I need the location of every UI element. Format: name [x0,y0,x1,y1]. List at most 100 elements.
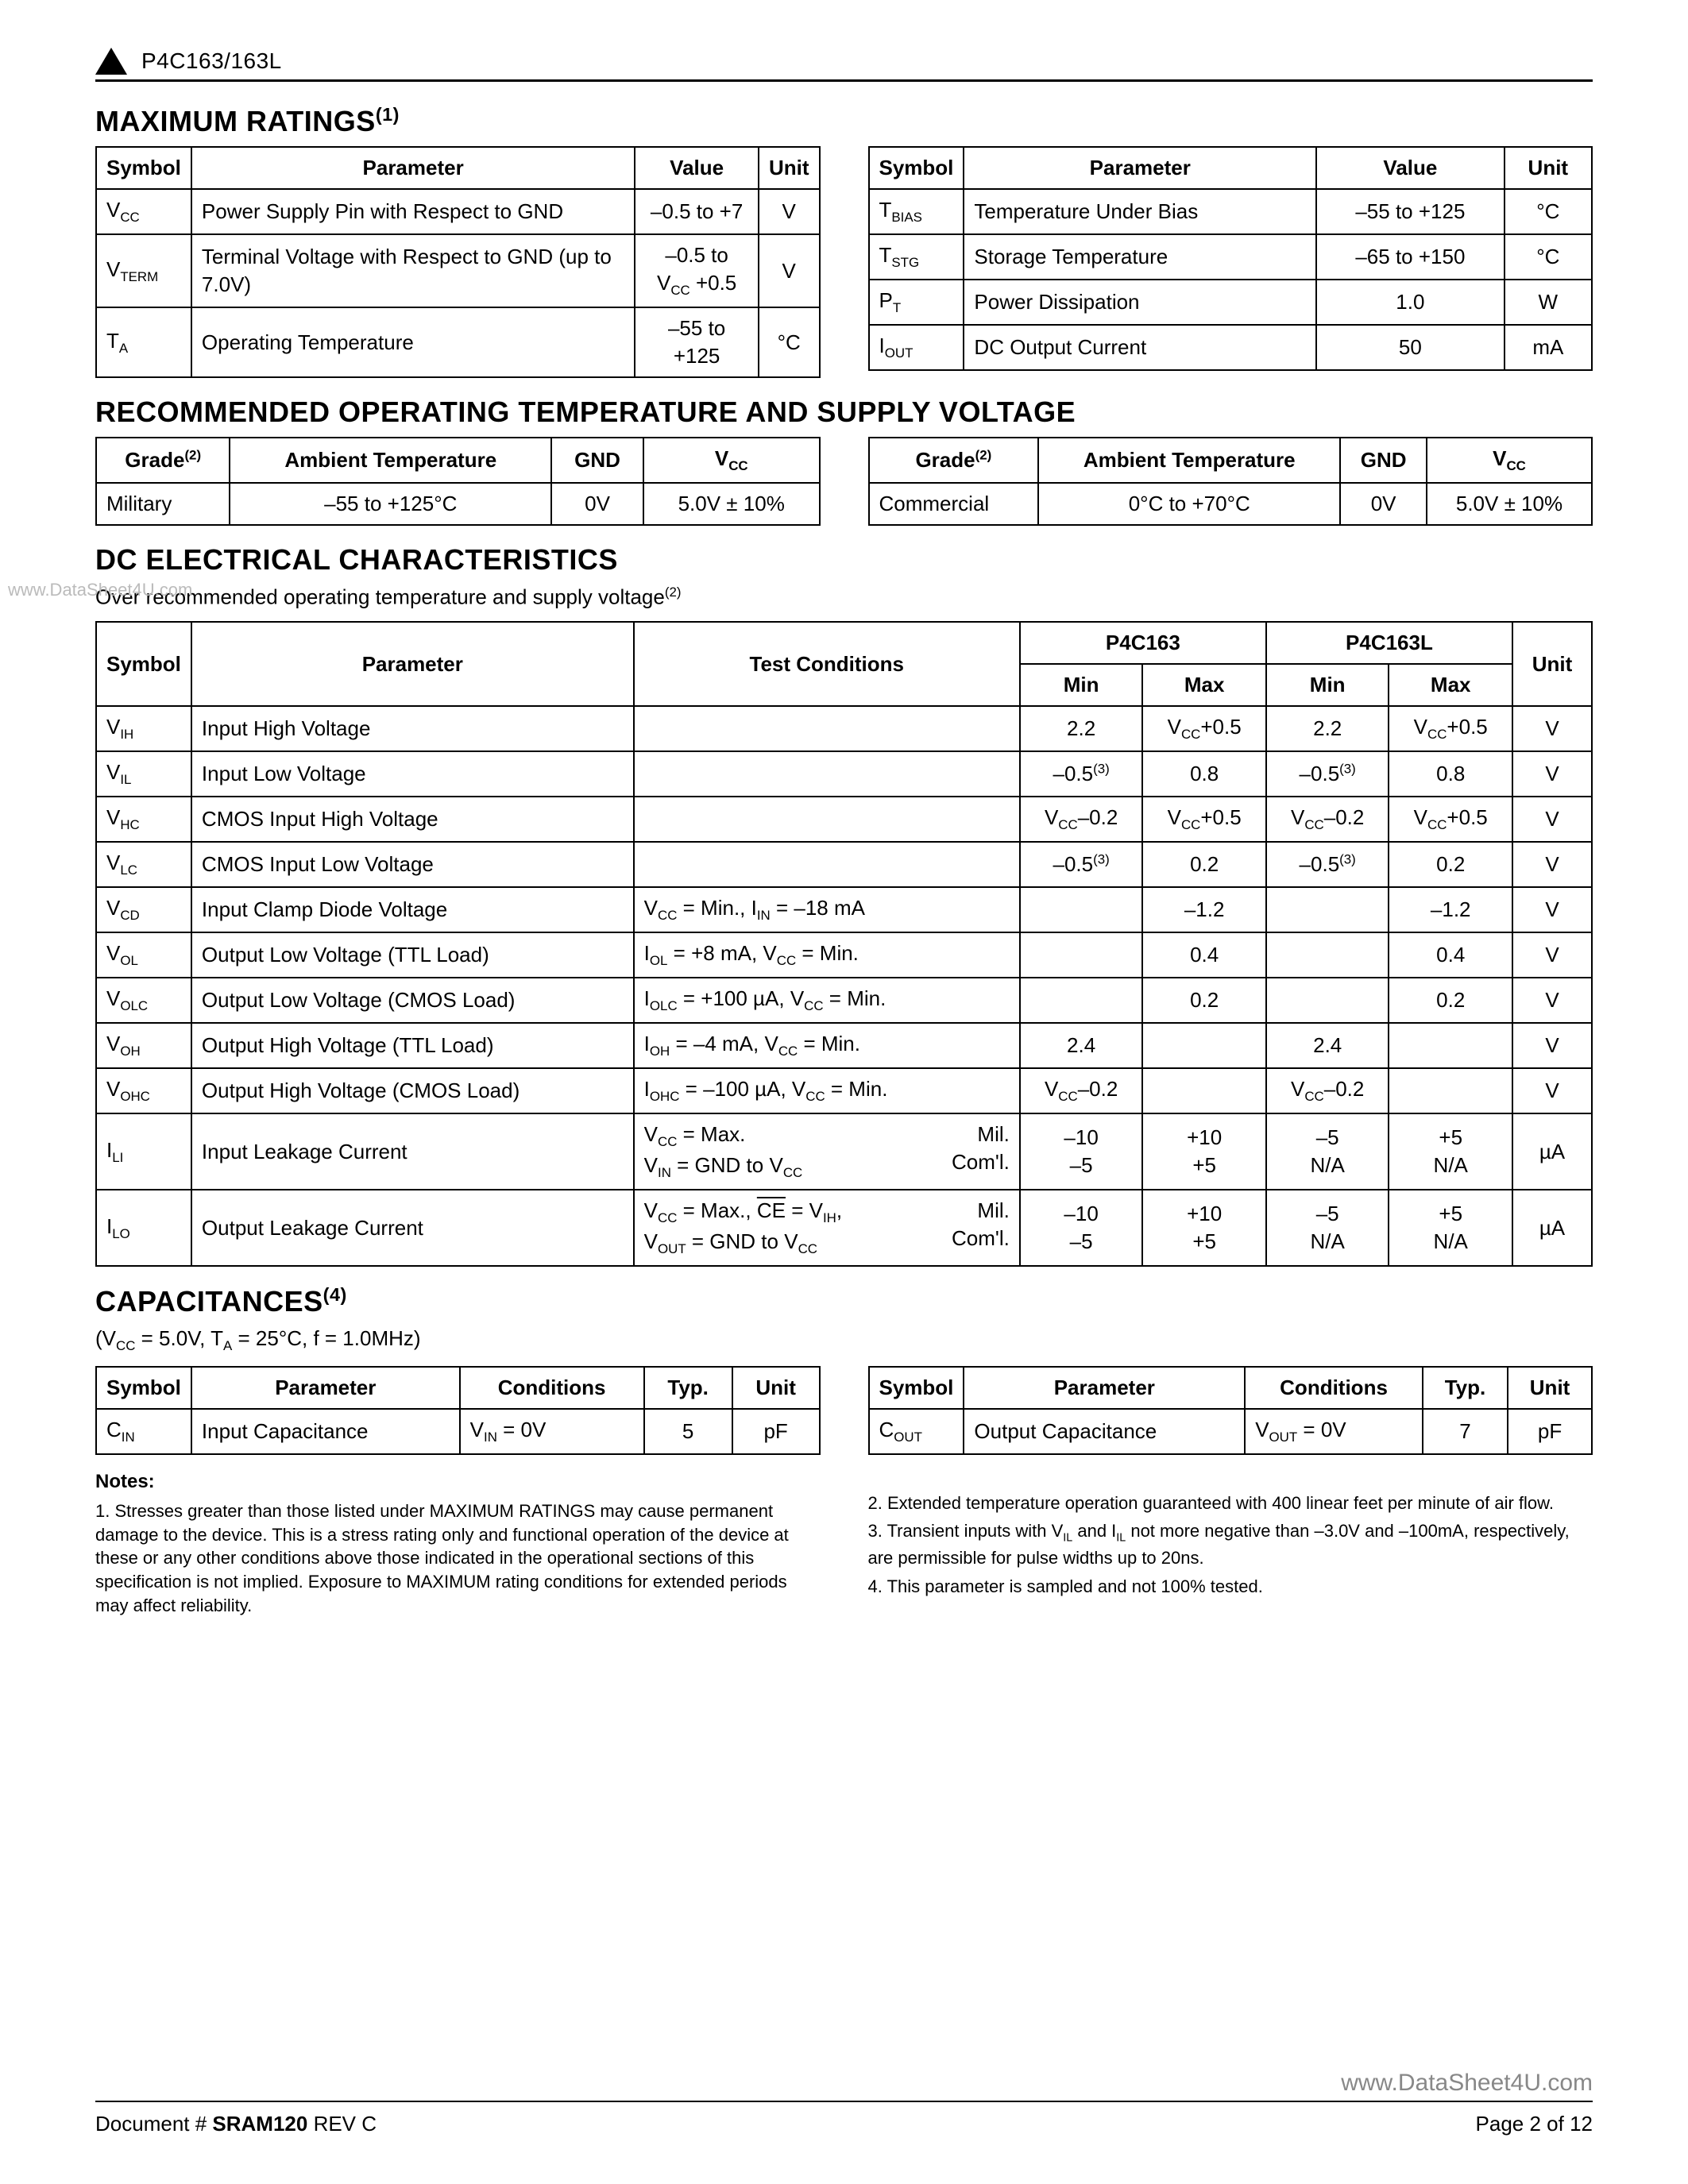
rec-operating-table-right: Grade(2) Ambient Temperature GND VCC Com… [868,437,1593,526]
th-value: Value [1316,147,1505,189]
cell-value: –55 to +125 [1316,189,1505,234]
th-symbol: Symbol [869,1367,964,1409]
table-row: ILO Output Leakage Current VCC = Max., C… [96,1190,1592,1266]
table-row: VOLCOutput Low Voltage (CMOS Load) IOLC … [96,978,1592,1023]
cell-param: DC Output Current [964,325,1316,370]
watermark-left: www.DataSheet4U.com [8,580,192,600]
cell-value: 50 [1316,325,1505,370]
cell-temp: –55 to +125°C [230,483,551,525]
logo-triangle-icon [95,48,127,75]
th-unit: Unit [1512,622,1592,706]
th-conditions: Conditions [1245,1367,1423,1409]
watermark-right: www.DataSheet4U.com [1341,2070,1593,2097]
th-grade: Grade(2) [869,438,1039,483]
cell-param: Operating Temperature [191,307,635,377]
th-symbol: Symbol [96,147,191,189]
table-row: COUT Output Capacitance VOUT = 0V 7 pF [869,1409,1593,1454]
table-row: VILInput Low Voltage –0.5(3)0.8 –0.5(3)0… [96,751,1592,797]
th-min: Min [1266,664,1389,706]
cell-param: Storage Temperature [964,234,1316,280]
table-row: VCC Power Supply Pin with Respect to GND… [96,189,820,234]
max-ratings-title: MAXIMUM RATINGS [95,105,376,137]
th-unit: Unit [732,1367,820,1409]
capacitances-table-right: Symbol Parameter Conditions Typ. Unit CO… [868,1366,1593,1455]
th-typ: Typ. [1423,1367,1508,1409]
table-row: TA Operating Temperature –55 to +125 °C [96,307,820,377]
cell-unit: V [759,189,820,234]
th-typ: Typ. [644,1367,732,1409]
cell-symbol: IOUT [869,325,964,370]
cell-symbol: TA [96,307,191,377]
th-conditions: Conditions [460,1367,644,1409]
note-2: 2. Extended temperature operation guaran… [868,1491,1593,1515]
th-gnd: GND [1340,438,1427,483]
cell-symbol: TSTG [869,234,964,280]
note-4: 4. This parameter is sampled and not 100… [868,1575,1593,1599]
th-ambient: Ambient Temperature [230,438,551,483]
page-number: Page 2 of 12 [1476,2112,1593,2136]
part-number: P4C163/163L [141,48,282,74]
notes-section: Notes: 1. Stresses greater than those li… [95,1469,1593,1618]
cell-value: –55 to +125 [635,307,759,377]
table-row: VOHOutput High Voltage (TTL Load) IOH = … [96,1023,1592,1068]
th-value: Value [635,147,759,189]
th-symbol: Symbol [96,622,191,706]
th-unit: Unit [1508,1367,1592,1409]
th-p4c163: P4C163 [1020,622,1266,664]
th-parameter: Parameter [191,147,635,189]
dc-characteristics-heading: DC ELECTRICAL CHARACTERISTICS [95,543,1593,577]
max-ratings-heading: MAXIMUM RATINGS(1) [95,104,1593,138]
cell-value: 1.0 [1316,280,1505,325]
cell-value: –0.5 toVCC +0.5 [635,234,759,307]
th-p4c163l: P4C163L [1266,622,1512,664]
th-unit: Unit [759,147,820,189]
table-row: PT Power Dissipation 1.0 W [869,280,1593,325]
th-test-conditions: Test Conditions [634,622,1020,706]
cell-param: Power Dissipation [964,280,1316,325]
th-parameter: Parameter [964,1367,1245,1409]
max-ratings-table-right: Symbol Parameter Value Unit TBIAS Temper… [868,146,1593,371]
th-ambient: Ambient Temperature [1038,438,1340,483]
rec-operating-heading: RECOMMENDED OPERATING TEMPERATURE AND SU… [95,396,1593,429]
table-row: VOHCOutput High Voltage (CMOS Load) IOHC… [96,1068,1592,1113]
cell-symbol: VTERM [96,234,191,307]
th-symbol: Symbol [96,1367,191,1409]
dc-characteristics-table: Symbol Parameter Test Conditions P4C163 … [95,621,1593,1267]
table-row: VIHInput High Voltage 2.2VCC+0.5 2.2VCC+… [96,706,1592,751]
page-header: P4C163/163L [95,48,1593,82]
cell-value: –0.5 to +7 [635,189,759,234]
table-row: ILI Input Leakage Current VCC = Max. VIN… [96,1113,1592,1190]
cell-param: Terminal Voltage with Respect to GND (up… [191,234,635,307]
max-ratings-table-left: Symbol Parameter Value Unit VCC Power Su… [95,146,821,378]
table-row: TSTG Storage Temperature –65 to +150 °C [869,234,1593,280]
th-vcc: VCC [643,438,820,483]
cell-grade: Military [96,483,230,525]
note-1: 1. Stresses greater than those listed un… [95,1499,821,1617]
cell-vcc: 5.0V ± 10% [1427,483,1592,525]
th-symbol: Symbol [869,147,964,189]
cell-vcc: 5.0V ± 10% [643,483,820,525]
table-row: VOLOutput Low Voltage (TTL Load) IOL = +… [96,932,1592,978]
th-parameter: Parameter [191,1367,460,1409]
table-row: TBIAS Temperature Under Bias –55 to +125… [869,189,1593,234]
cell-gnd: 0V [1340,483,1427,525]
th-parameter: Parameter [191,622,634,706]
th-max: Max [1142,664,1266,706]
cell-symbol: VCC [96,189,191,234]
th-grade: Grade(2) [96,438,230,483]
th-vcc: VCC [1427,438,1592,483]
table-row: IOUT DC Output Current 50 mA [869,325,1593,370]
table-row: Military –55 to +125°C 0V 5.0V ± 10% [96,483,820,525]
capacitances-table-left: Symbol Parameter Conditions Typ. Unit CI… [95,1366,821,1455]
cell-unit: W [1505,280,1592,325]
th-max: Max [1389,664,1512,706]
note-3: 3. Transient inputs with VIL and IIL not… [868,1519,1593,1569]
dc-subnote: Over recommended operating temperature a… [95,585,1593,610]
cell-unit: mA [1505,325,1592,370]
cell-value: –65 to +150 [1316,234,1505,280]
th-parameter: Parameter [964,147,1316,189]
cell-unit: °C [759,307,820,377]
max-ratings-footnote: (1) [376,104,400,125]
cell-unit: °C [1505,234,1592,280]
notes-heading: Notes: [95,1469,821,1495]
